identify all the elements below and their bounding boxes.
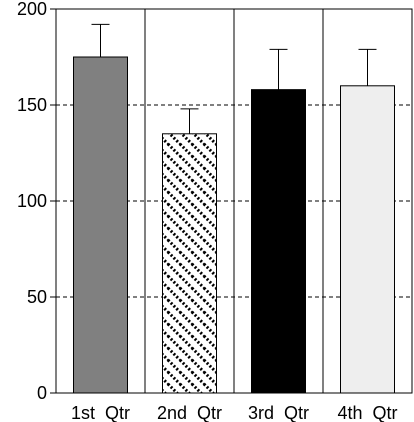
x-category-label-1: 1st Qtr — [71, 403, 130, 422]
y-tick-label-100: 100 — [17, 191, 47, 211]
y-tick-label-200: 200 — [17, 0, 47, 19]
bar-2 — [162, 133, 217, 394]
bar-3 — [251, 89, 306, 394]
bar-4 — [340, 85, 395, 394]
axes: 0 50 100 150 200 1st Qtr 2nd Qtr 3rd Qtr 4th Qtr — [17, 0, 413, 422]
x-category-label-4: 4th Qtr — [337, 403, 397, 422]
y-tick-label-0: 0 — [37, 383, 47, 403]
x-category-label-3: 3rd Qtr — [248, 403, 309, 422]
x-category-label-2: 2nd Qtr — [157, 403, 222, 422]
y-tick-label-50: 50 — [27, 287, 47, 307]
bar-1 — [73, 56, 128, 394]
y-tick-label-150: 150 — [17, 95, 47, 115]
